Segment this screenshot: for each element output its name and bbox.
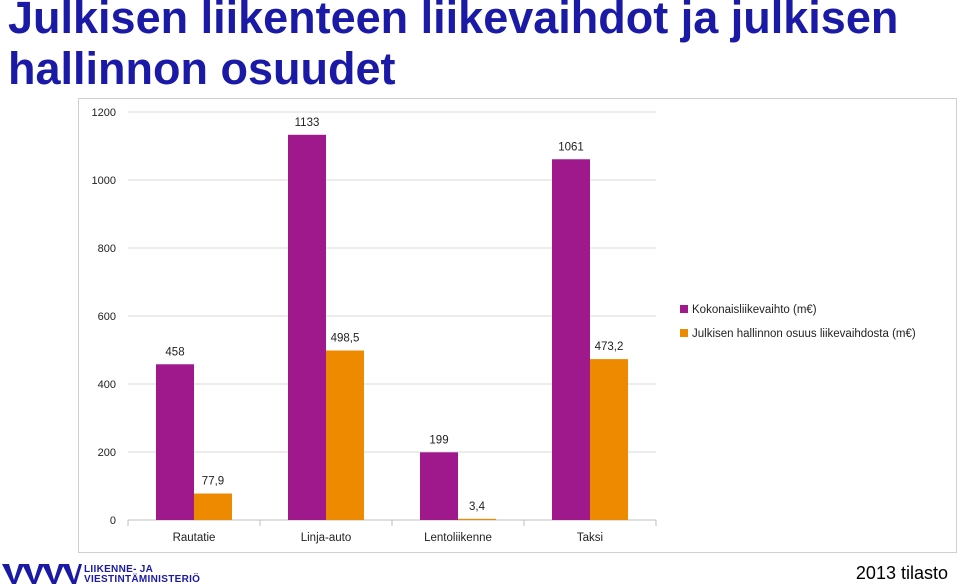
data-label: 498,5 xyxy=(331,333,360,345)
data-labels: 458 77,9 1133 498,5 199 3,4 1061 473,2 xyxy=(165,117,623,513)
bar-public-3 xyxy=(590,359,628,520)
x-tick-label: Lentoliikenne xyxy=(424,532,492,544)
bar-public-2 xyxy=(458,518,496,520)
legend: Kokonaisliikevaihto (m€) Julkisen hallinn… xyxy=(680,304,916,340)
bar-public-0 xyxy=(194,493,232,520)
bar-total-2 xyxy=(420,452,458,520)
y-tick-label: 600 xyxy=(98,311,116,323)
footer-note: 2013 tilasto xyxy=(855,563,948,583)
y-tick-label: 800 xyxy=(98,243,116,255)
data-label: 77,9 xyxy=(202,476,224,488)
x-tick-label: Linja-auto xyxy=(301,532,352,544)
legend-label: Kokonaisliikevaihto (m€) xyxy=(692,304,817,316)
logo-line-2: VIESTINTÄMINISTERIÖ xyxy=(84,574,201,585)
ministry-logo-text: LIIKENNE- JA VIESTINTÄMINISTERIÖ xyxy=(84,565,200,585)
data-label: 473,2 xyxy=(595,341,624,353)
legend-label: Julkisen hallinnon osuus liikevaihdosta … xyxy=(692,328,916,340)
y-tick-label: 400 xyxy=(98,379,116,391)
y-tick-label: 1200 xyxy=(92,107,116,119)
bar-public-1 xyxy=(326,350,364,520)
data-label: 458 xyxy=(165,346,184,358)
bars xyxy=(156,134,628,520)
x-tick-label: Rautatie xyxy=(173,532,216,544)
y-tick-label: 0 xyxy=(110,515,116,527)
data-label: 199 xyxy=(429,434,448,446)
data-label: 3,4 xyxy=(469,501,486,513)
data-label: 1061 xyxy=(558,141,584,153)
legend-swatch xyxy=(680,305,688,313)
bar-total-3 xyxy=(552,159,590,520)
bar-chart: 0 200 400 600 800 1000 1200 Rautatie Linja-auto L… xyxy=(92,107,916,544)
chart-frame xyxy=(78,98,957,553)
bar-total-0 xyxy=(156,364,194,520)
bar-total-1 xyxy=(288,134,326,520)
slide-title: Julkisen liikenteen liikevaihdot ja julk… xyxy=(8,0,899,94)
data-label: 1133 xyxy=(295,117,320,129)
x-tick-label: Taksi xyxy=(577,532,603,544)
logo-line-1: LIIKENNE- JA xyxy=(84,564,154,575)
y-tick-label: 1000 xyxy=(92,175,116,187)
legend-swatch xyxy=(680,329,688,337)
y-tick-label: 200 xyxy=(98,447,116,459)
ministry-logo-icon xyxy=(2,564,82,584)
axes: 0 200 400 600 800 1000 1200 Rautatie Linja-auto L… xyxy=(92,107,657,544)
